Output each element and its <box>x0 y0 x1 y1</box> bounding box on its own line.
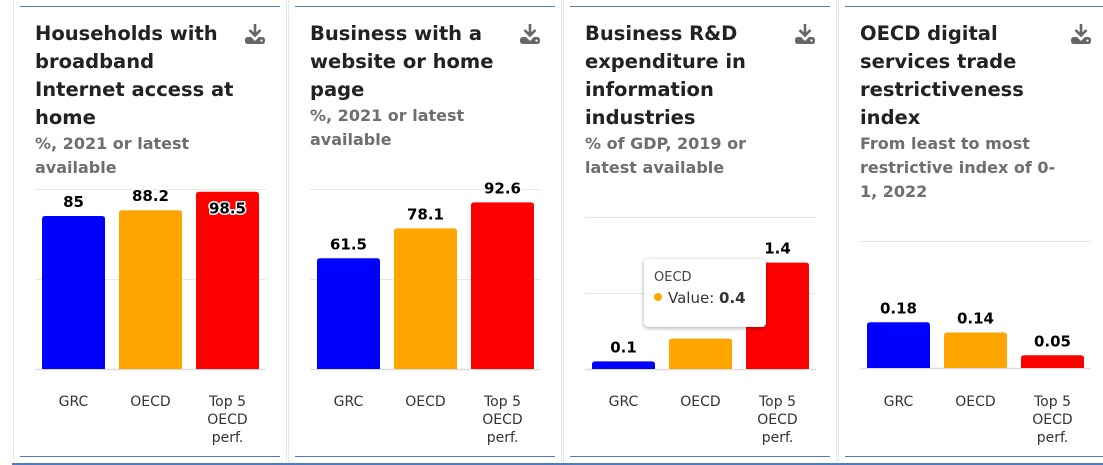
category-label: OECD <box>1032 412 1072 428</box>
card-top-rule <box>570 6 830 7</box>
category-label: OECD <box>955 394 995 410</box>
tooltip-arrow <box>689 319 719 327</box>
chart-card-broadband: Households with broadband Internet acces… <box>13 0 287 462</box>
chart-title: Households with broadband Internet acces… <box>35 20 240 180</box>
card-bottom-rule <box>295 456 555 457</box>
bar-oecd <box>394 228 457 369</box>
bar-grc <box>42 216 105 369</box>
bar-grc <box>867 322 930 368</box>
data-label: 85 <box>63 193 84 211</box>
card-bottom-rule <box>20 456 280 457</box>
chart-subtitle: From least to most restrictive index of … <box>860 134 1056 201</box>
category-label: Top 5 <box>208 394 246 410</box>
chart-title: Business R&D expenditure in information … <box>585 20 790 180</box>
card-bottom-rule <box>570 456 830 457</box>
category-label: OECD <box>207 412 247 428</box>
data-label: 0.05 <box>1034 332 1071 350</box>
chart-card-rd-expenditure: Business R&D expenditure in information … <box>563 0 837 462</box>
data-label: 92.6 <box>484 179 521 197</box>
card-bottom-rule <box>845 456 1103 457</box>
chart-title-text: Business R&D expenditure in information … <box>585 22 746 129</box>
category-label: OECD <box>757 412 797 428</box>
tooltip-category: OECD <box>654 270 692 285</box>
tooltip-value: 0.4 <box>719 289 746 307</box>
chart-subtitle: % of GDP, 2019 or latest available <box>585 134 746 177</box>
bar-chart: 0.18 GRC 0.14 OECD 0.05 Top 5 OECD perf. <box>860 241 1091 446</box>
download-button[interactable] <box>242 22 268 48</box>
category-label: perf. <box>212 430 244 446</box>
bar-chart: 61.5 GRC 78.1 OECD 92.6 Top 5 OECD perf. <box>310 178 541 446</box>
category-label: OECD <box>130 394 170 410</box>
category-label: OECD <box>405 394 445 410</box>
chart-tooltip: OECD Value: 0.4 <box>644 259 766 327</box>
category-label: GRC <box>334 394 364 410</box>
bar-grc <box>592 361 655 369</box>
chart-title: OECD digital services trade restrictiven… <box>860 20 1065 204</box>
download-button[interactable] <box>1068 22 1094 48</box>
category-label: perf. <box>487 430 519 446</box>
data-label: 0.14 <box>957 309 994 327</box>
chart-title-text: Business with a website or home page <box>310 22 494 101</box>
data-label: 88.2 <box>132 187 169 205</box>
chart-card-website: Business with a website or home page %, … <box>288 0 562 462</box>
category-label: OECD <box>680 394 720 410</box>
card-top-rule <box>845 6 1103 7</box>
category-label: OECD <box>482 412 522 428</box>
data-label: 1.4 <box>764 240 791 258</box>
data-label: 98.5 <box>209 200 246 218</box>
category-label: GRC <box>59 394 89 410</box>
download-button[interactable] <box>792 22 818 48</box>
chart-title-text: Households with broadband Internet acces… <box>35 22 234 129</box>
download-icon <box>795 24 815 44</box>
bar-chart: 0.1 GRC OECD 1.4 Top 5 OECD perf. <box>585 217 816 446</box>
tooltip-value-row: Value: 0.4 <box>654 287 756 309</box>
category-label: Top 5 <box>1033 394 1071 410</box>
chart-title: Business with a website or home page %, … <box>310 20 515 152</box>
bar-oecd <box>944 332 1007 368</box>
chart-subtitle: %, 2021 or latest available <box>35 134 190 177</box>
chart-title-text: OECD digital services trade restrictiven… <box>860 22 1024 129</box>
download-icon <box>245 24 265 44</box>
bar-top-5-oecd-perf <box>471 202 534 369</box>
category-label: perf. <box>762 430 794 446</box>
chart-subtitle: %, 2021 or latest available <box>310 106 465 149</box>
card-top-rule <box>295 6 555 7</box>
category-label: Top 5 <box>483 394 521 410</box>
page-bottom-rule <box>12 463 1103 465</box>
data-label: 61.5 <box>330 235 367 253</box>
chart-card-dstri: OECD digital services trade restrictiven… <box>838 0 1103 462</box>
card-top-rule <box>20 6 280 7</box>
bar-grc <box>317 258 380 369</box>
category-label: GRC <box>609 394 639 410</box>
bar-oecd <box>669 338 732 369</box>
category-label: Top 5 <box>758 394 796 410</box>
bar-chart: 85 GRC 88.2 OECD 98.5 Top 5 OECD perf. <box>35 186 266 446</box>
category-label: GRC <box>884 394 914 410</box>
download-icon <box>520 24 540 44</box>
bar-top-5-oecd-perf <box>196 191 259 369</box>
download-button[interactable] <box>517 22 543 48</box>
download-icon <box>1071 24 1091 44</box>
data-label: 78.1 <box>407 205 444 223</box>
data-label: 0.18 <box>880 299 917 317</box>
tooltip-value-label: Value: <box>668 289 715 307</box>
data-label: 0.1 <box>610 338 637 356</box>
bar-top-5-oecd-perf <box>1021 355 1084 368</box>
bar-oecd <box>119 210 182 369</box>
category-label: perf. <box>1037 430 1069 446</box>
tooltip-series-dot <box>654 292 662 301</box>
